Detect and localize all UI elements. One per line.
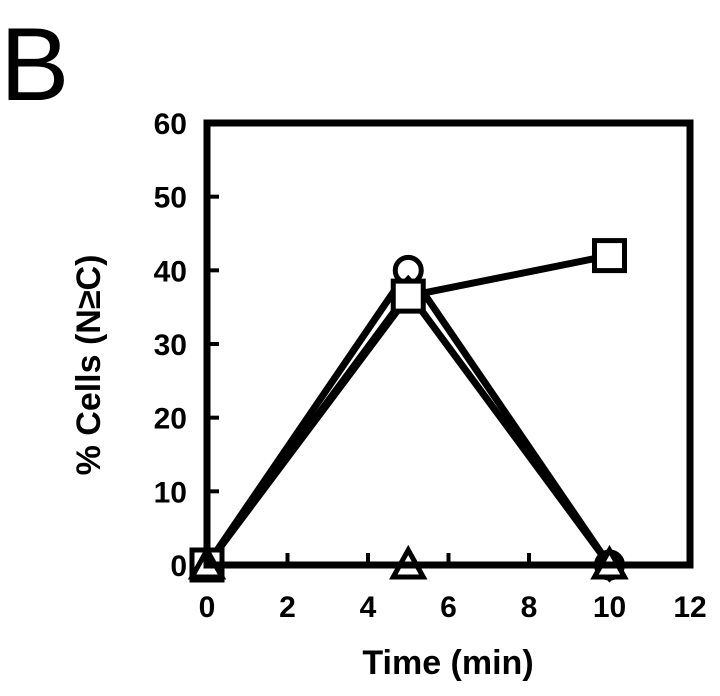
x-tick-label: 4	[360, 591, 377, 624]
y-tick-label: 50	[154, 182, 187, 215]
y-tick-label: 40	[154, 255, 187, 288]
y-tick-label: 20	[154, 403, 187, 436]
plot-frame	[203, 119, 694, 569]
x-axis-title: Time (min)	[362, 644, 533, 682]
series-line-circle	[203, 266, 613, 569]
x-tick-label: 10	[593, 591, 626, 624]
square-marker	[390, 278, 426, 314]
square-marker	[592, 238, 627, 274]
series-line-diamond	[203, 288, 613, 569]
y-tick-label: 10	[154, 476, 187, 509]
y-tick-label: 60	[154, 108, 187, 141]
x-tick-label: 12	[673, 591, 706, 624]
chart: 0 10 20 30 40 50 60 0 2 4 6 8 10 12	[154, 108, 707, 624]
y-axis-title: % Cells (N≥C)	[70, 255, 108, 476]
y-tick-label: 0	[170, 550, 187, 583]
x-axis-ticks: 0 2 4 6 8 10 12	[199, 553, 707, 624]
y-tick-label: 30	[154, 329, 187, 362]
x-tick-label: 0	[199, 591, 216, 624]
panel-label: B	[0, 7, 69, 123]
x-tick-label: 8	[521, 591, 538, 624]
series-layer	[187, 238, 629, 583]
x-tick-label: 2	[279, 591, 296, 624]
x-tick-label: 6	[440, 591, 457, 624]
